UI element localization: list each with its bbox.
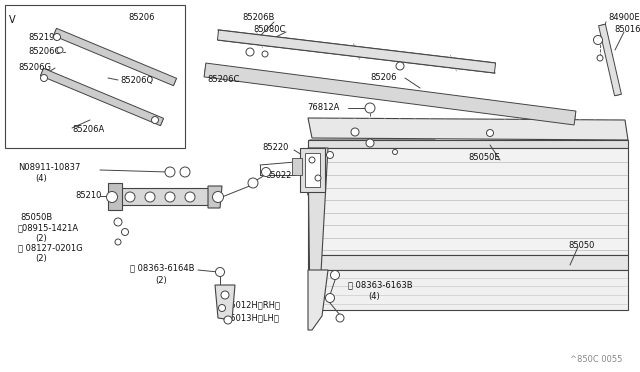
Text: (2): (2) — [35, 234, 47, 243]
Polygon shape — [310, 270, 628, 310]
Circle shape — [115, 239, 121, 245]
Text: 76812A: 76812A — [307, 103, 339, 112]
Text: 85050E: 85050E — [468, 154, 500, 163]
Text: 85050B: 85050B — [20, 214, 52, 222]
Polygon shape — [300, 148, 325, 192]
Circle shape — [165, 167, 175, 177]
Circle shape — [248, 178, 258, 188]
Text: 85210: 85210 — [75, 192, 101, 201]
Circle shape — [336, 314, 344, 322]
Text: V: V — [9, 15, 15, 25]
Circle shape — [114, 218, 122, 226]
Text: (4): (4) — [35, 173, 47, 183]
Circle shape — [597, 55, 603, 61]
Circle shape — [396, 62, 404, 70]
Text: 85206: 85206 — [370, 73, 397, 81]
Polygon shape — [305, 153, 320, 187]
Circle shape — [351, 128, 359, 136]
Circle shape — [106, 192, 118, 202]
Text: (2): (2) — [155, 276, 167, 285]
Circle shape — [180, 167, 190, 177]
Polygon shape — [218, 30, 495, 73]
Circle shape — [593, 35, 602, 45]
Polygon shape — [40, 68, 164, 126]
Circle shape — [216, 267, 225, 276]
Polygon shape — [108, 183, 122, 210]
Text: 85206: 85206 — [128, 13, 154, 22]
Text: 85206C: 85206C — [207, 76, 239, 84]
Text: 85220: 85220 — [262, 144, 289, 153]
Polygon shape — [308, 148, 328, 310]
Circle shape — [326, 151, 333, 158]
Circle shape — [309, 157, 315, 163]
Polygon shape — [308, 140, 435, 195]
Circle shape — [262, 167, 271, 176]
Polygon shape — [308, 148, 628, 255]
Text: 85206B: 85206B — [242, 13, 275, 22]
Circle shape — [212, 192, 223, 202]
Polygon shape — [308, 140, 628, 148]
Text: Ⓢ 08363-6164B: Ⓢ 08363-6164B — [130, 263, 195, 273]
Text: 84900E: 84900E — [608, 13, 639, 22]
Text: 85013H〈LH〉: 85013H〈LH〉 — [225, 314, 279, 323]
Circle shape — [145, 192, 155, 202]
Circle shape — [152, 116, 159, 124]
Text: 85016E: 85016E — [614, 26, 640, 35]
Polygon shape — [118, 188, 210, 205]
Circle shape — [40, 74, 47, 81]
Text: (4): (4) — [368, 292, 380, 301]
Polygon shape — [308, 255, 628, 270]
Text: 85206G: 85206G — [18, 64, 51, 73]
Text: N08911-10837: N08911-10837 — [18, 164, 81, 173]
Text: 85080C: 85080C — [253, 25, 285, 33]
Text: 85206C: 85206C — [28, 48, 60, 57]
Polygon shape — [292, 158, 302, 175]
Text: 85219A: 85219A — [28, 33, 60, 42]
Text: 85050: 85050 — [568, 241, 595, 250]
Polygon shape — [308, 118, 628, 140]
Polygon shape — [208, 186, 222, 208]
Circle shape — [57, 47, 63, 53]
Text: (2): (2) — [35, 253, 47, 263]
Circle shape — [122, 228, 129, 235]
Circle shape — [366, 139, 374, 147]
Circle shape — [330, 270, 339, 279]
Circle shape — [246, 48, 254, 56]
Circle shape — [365, 103, 375, 113]
Polygon shape — [215, 285, 235, 320]
Polygon shape — [204, 63, 576, 125]
Polygon shape — [308, 270, 328, 330]
Text: 85012H〈RH〉: 85012H〈RH〉 — [225, 301, 280, 310]
Circle shape — [218, 305, 225, 311]
Polygon shape — [598, 24, 621, 96]
Circle shape — [221, 291, 229, 299]
Polygon shape — [54, 28, 177, 86]
Circle shape — [486, 129, 493, 137]
Circle shape — [185, 192, 195, 202]
Text: Ⓦ08915-1421A: Ⓦ08915-1421A — [18, 224, 79, 232]
Circle shape — [326, 294, 335, 302]
Text: Ⓢ 08363-6163B: Ⓢ 08363-6163B — [348, 280, 413, 289]
Circle shape — [315, 175, 321, 181]
Circle shape — [54, 33, 61, 41]
Text: ^850C 0055: ^850C 0055 — [570, 356, 622, 365]
Text: Ⓑ 08127-0201G: Ⓑ 08127-0201G — [18, 244, 83, 253]
Circle shape — [262, 51, 268, 57]
Text: 85022: 85022 — [265, 170, 291, 180]
Circle shape — [224, 316, 232, 324]
Text: 85206A: 85206A — [72, 125, 104, 135]
Circle shape — [392, 150, 397, 154]
Circle shape — [125, 192, 135, 202]
Circle shape — [165, 192, 175, 202]
Bar — [5, 5, 185, 148]
Text: 85206Q: 85206Q — [120, 76, 153, 84]
